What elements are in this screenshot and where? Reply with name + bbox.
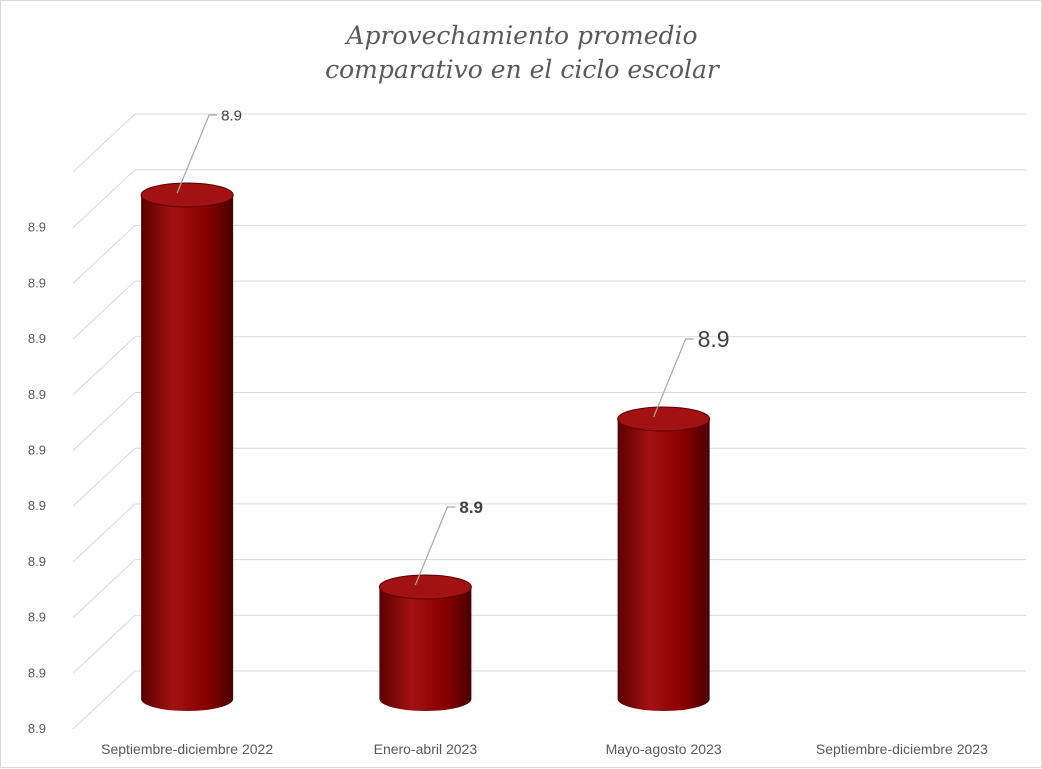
x-category-label: Septiembre-diciembre 2023	[816, 741, 988, 757]
chart-title-line-1: Aprovechamiento promedio	[346, 21, 698, 50]
gridline-diagonal	[72, 503, 136, 563]
bar-body	[617, 419, 710, 699]
bar-base	[379, 687, 472, 711]
gridline-diagonal	[72, 336, 136, 396]
data-label: 8.9	[698, 326, 730, 352]
y-tick-label: 8.9	[28, 220, 46, 235]
bar-base	[141, 687, 234, 711]
gridline-diagonal	[72, 447, 136, 507]
y-tick-label: 8.9	[28, 387, 46, 402]
chart-title-line-2: comparativo en el ciclo escolar	[325, 55, 719, 84]
gridline-diagonal	[72, 559, 136, 618]
bar-top	[140, 182, 234, 208]
gridline-diagonal	[72, 614, 136, 674]
chart-title: Aprovechamiento promedio comparativo en …	[1, 19, 1042, 87]
bar-body	[379, 587, 472, 699]
y-tick-label: 8.9	[28, 331, 46, 346]
gridline-diagonal	[72, 169, 136, 229]
y-tick-label: 8.9	[28, 554, 46, 569]
y-tick-label: 8.9	[28, 721, 46, 736]
x-category-label: Septiembre-diciembre 2022	[101, 741, 273, 757]
gridline-diagonal	[72, 392, 136, 451]
x-category-label: Mayo-agosto 2023	[606, 741, 722, 757]
bar-top	[617, 406, 711, 432]
data-label-leader	[653, 338, 694, 418]
y-tick-label: 8.9	[28, 610, 46, 625]
gridline-diagonal	[72, 225, 136, 284]
gridline-diagonal	[72, 670, 136, 730]
y-tick-label: 8.9	[28, 275, 46, 290]
data-label-leader	[414, 506, 456, 586]
gridline-diagonal	[72, 113, 136, 173]
y-tick-label: 8.9	[28, 443, 46, 458]
bar-base	[617, 687, 710, 711]
bar-body	[141, 195, 234, 699]
y-tick-label: 8.9	[28, 498, 46, 513]
y-tick-label: 8.9	[28, 665, 46, 680]
x-category-label: Enero-abril 2023	[374, 741, 478, 757]
gridline-diagonal	[72, 280, 136, 340]
data-label: 8.9	[221, 107, 242, 124]
data-label-leader	[176, 114, 218, 194]
data-label: 8.9	[459, 498, 483, 517]
bar-top	[378, 574, 472, 600]
